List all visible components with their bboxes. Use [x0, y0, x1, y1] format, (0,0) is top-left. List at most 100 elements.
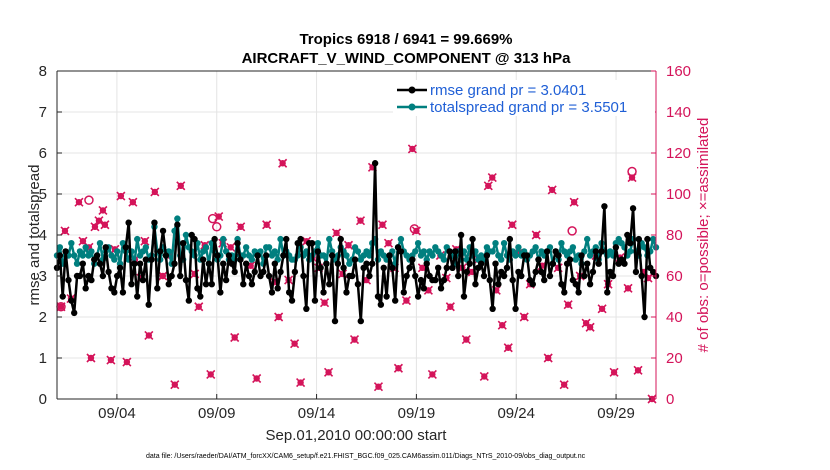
rmse-point: [420, 285, 428, 292]
legend-rmse-marker: [408, 86, 416, 94]
obs-assimilated-marker: [116, 191, 126, 201]
obs-assimilated-cross: [214, 211, 224, 222]
y-tick-label: 5: [39, 186, 47, 203]
rmse-point: [480, 272, 488, 280]
rmse-point: [581, 272, 588, 280]
rmse-point: [604, 289, 611, 296]
series-lines: [53, 160, 660, 325]
obs-assimilated-cross: [176, 181, 186, 191]
rmse-point: [283, 235, 290, 243]
rmse-point: [105, 268, 112, 276]
rmse-point: [446, 248, 453, 255]
rmse-point: [334, 260, 342, 267]
rmse-point: [509, 276, 516, 284]
rmse-point: [70, 309, 78, 317]
y-tick-label: 2: [39, 309, 47, 326]
y-right-tick-label: 40: [666, 309, 683, 326]
rmse-point: [489, 305, 496, 312]
rmse-point: [492, 260, 499, 267]
rmse-point: [566, 256, 574, 263]
obs-assimilated-cross: [144, 330, 154, 341]
obs-assimilated-cross: [278, 158, 288, 168]
obs-assimilated-marker: [407, 144, 417, 154]
rmse-point: [182, 276, 190, 284]
rmse-point: [122, 244, 129, 251]
obs-assimilated-cross: [296, 378, 306, 388]
obs-assimilated-marker: [377, 220, 388, 230]
rmse-point: [472, 281, 479, 288]
rmse-point: [234, 240, 241, 247]
rmse-point: [300, 272, 307, 280]
obs-assimilated-marker: [343, 240, 354, 250]
obs-assimilated-marker: [609, 367, 619, 377]
rmse-point: [142, 256, 150, 263]
obs-assimilated-cross: [100, 220, 110, 230]
totalspread-point: [182, 231, 190, 239]
rmse-point: [343, 289, 350, 296]
rmse-point: [128, 281, 135, 288]
obs-assimilated-cross: [158, 271, 168, 281]
y-ticks-left: 0 1 2 3 4 5 6 7 8: [39, 63, 62, 408]
obs-assimilated-marker: [559, 380, 569, 390]
rmse-point: [208, 281, 215, 288]
rmse-point: [357, 317, 364, 325]
totalspread-point: [96, 240, 104, 247]
rmse-point: [543, 248, 551, 255]
obs-assimilated-cross: [597, 304, 607, 314]
totalspread-point: [515, 244, 522, 251]
rmse-point: [168, 272, 175, 280]
obs-assimilated-marker: [90, 222, 100, 232]
rmse-point: [555, 252, 562, 259]
obs-assimilated-cross: [194, 302, 204, 312]
totalspread-point: [220, 235, 227, 243]
rmse-point: [443, 264, 450, 271]
obs-assimilated-marker: [483, 181, 493, 191]
obs-assimilated-marker: [383, 238, 394, 248]
rmse-point: [612, 244, 620, 251]
rmse-point: [65, 276, 72, 284]
obs-assimilated-marker: [252, 373, 262, 384]
obs-assimilated-marker: [507, 220, 517, 230]
rmse-point: [354, 281, 362, 288]
obs-assimilated-cross: [585, 322, 595, 332]
rmse-point: [629, 205, 637, 212]
totalspread-point: [440, 256, 448, 263]
rmse-point: [632, 268, 640, 276]
obs-assimilated-cross: [507, 220, 517, 230]
obs-assimilated-marker: [194, 302, 204, 312]
rmse-point: [171, 260, 178, 267]
rmse-point: [277, 268, 284, 276]
rmse-point: [391, 297, 399, 304]
obs-assimilated-marker: [461, 334, 471, 345]
obs-assimilated-marker: [569, 197, 579, 207]
obs-assimilated-cross: [563, 300, 573, 310]
rmse-point: [575, 289, 582, 296]
obs-assimilated-marker: [140, 236, 150, 246]
rmse-point: [598, 248, 605, 255]
obs-assimilated-cross: [483, 181, 493, 191]
rmse-point: [538, 268, 545, 276]
obs-assimilated-cross: [609, 367, 619, 377]
obs-assimilated-cross: [206, 369, 216, 379]
obs-assimilated-marker: [427, 369, 437, 379]
obs-assimilated-marker: [323, 367, 334, 377]
rmse-point: [245, 272, 253, 280]
rmse-point: [254, 252, 261, 259]
rmse-point: [578, 252, 585, 259]
rmse-point: [624, 231, 631, 239]
rmse-point: [500, 272, 508, 280]
totalspread-point: [271, 248, 279, 255]
rmse-point: [609, 272, 617, 280]
rmse-point: [314, 248, 322, 255]
totalspread-point: [343, 252, 350, 259]
totalspread-point: [498, 256, 505, 263]
totalspread-point: [489, 248, 496, 255]
obs-assimilated-marker: [262, 220, 272, 230]
obs-possible-marker: [84, 195, 94, 205]
rmse-point: [477, 260, 485, 267]
obs-assimilated-cross: [547, 185, 557, 195]
rmse-point: [423, 260, 430, 267]
rmse-point: [363, 260, 370, 267]
obs-assimilated-marker: [214, 211, 224, 222]
totalspread-point: [79, 252, 86, 259]
